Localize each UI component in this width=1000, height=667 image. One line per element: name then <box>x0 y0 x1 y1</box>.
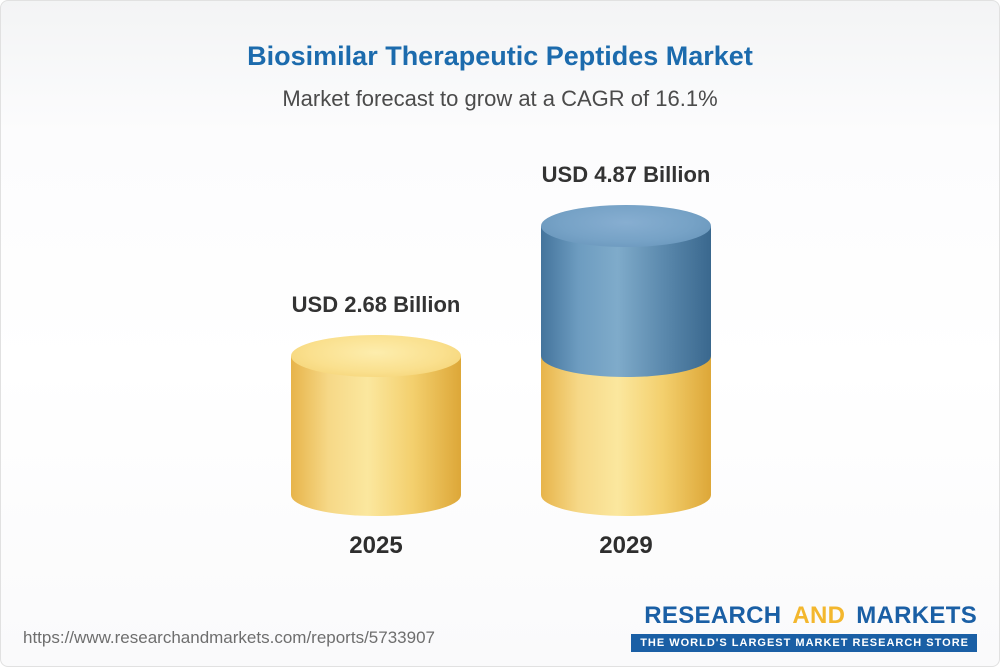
source-url-link[interactable]: https://www.researchandmarkets.com/repor… <box>23 628 435 647</box>
cylinder-base-segment <box>541 356 711 516</box>
page-subtitle: Market forecast to grow at a CAGR of 16.… <box>282 86 718 111</box>
cylinder-2029 <box>541 205 711 516</box>
cylinder-body-segment <box>291 356 461 516</box>
brand-logo: RESEARCH AND MARKETS THE WORLD'S LARGEST… <box>631 602 977 652</box>
cylinder-cap-blue <box>541 205 711 247</box>
brand-word-and: AND <box>792 602 846 629</box>
brand-word-research: RESEARCH <box>644 602 782 629</box>
value-label-2025: USD 2.68 Billion <box>291 292 461 317</box>
year-label-2029: 2029 <box>599 532 653 559</box>
brand-word-markets: MARKETS <box>856 602 977 629</box>
year-label-2025: 2025 <box>349 532 403 559</box>
cylinder-2025 <box>291 335 461 516</box>
page-title: Biosimilar Therapeutic Peptides Market <box>247 41 753 71</box>
brand-wordmark: RESEARCH AND MARKETS <box>631 602 977 630</box>
value-label-2029: USD 4.87 Billion <box>541 162 711 187</box>
bar-2025: USD 2.68 Billion 2025 <box>291 292 461 559</box>
bar-2029: USD 4.87 Billion 2029 <box>541 162 711 559</box>
brand-tagline: THE WORLD'S LARGEST MARKET RESEARCH STOR… <box>631 634 977 652</box>
cylinder-cap-gold <box>291 335 461 377</box>
cylinder-growth-segment <box>541 226 711 377</box>
